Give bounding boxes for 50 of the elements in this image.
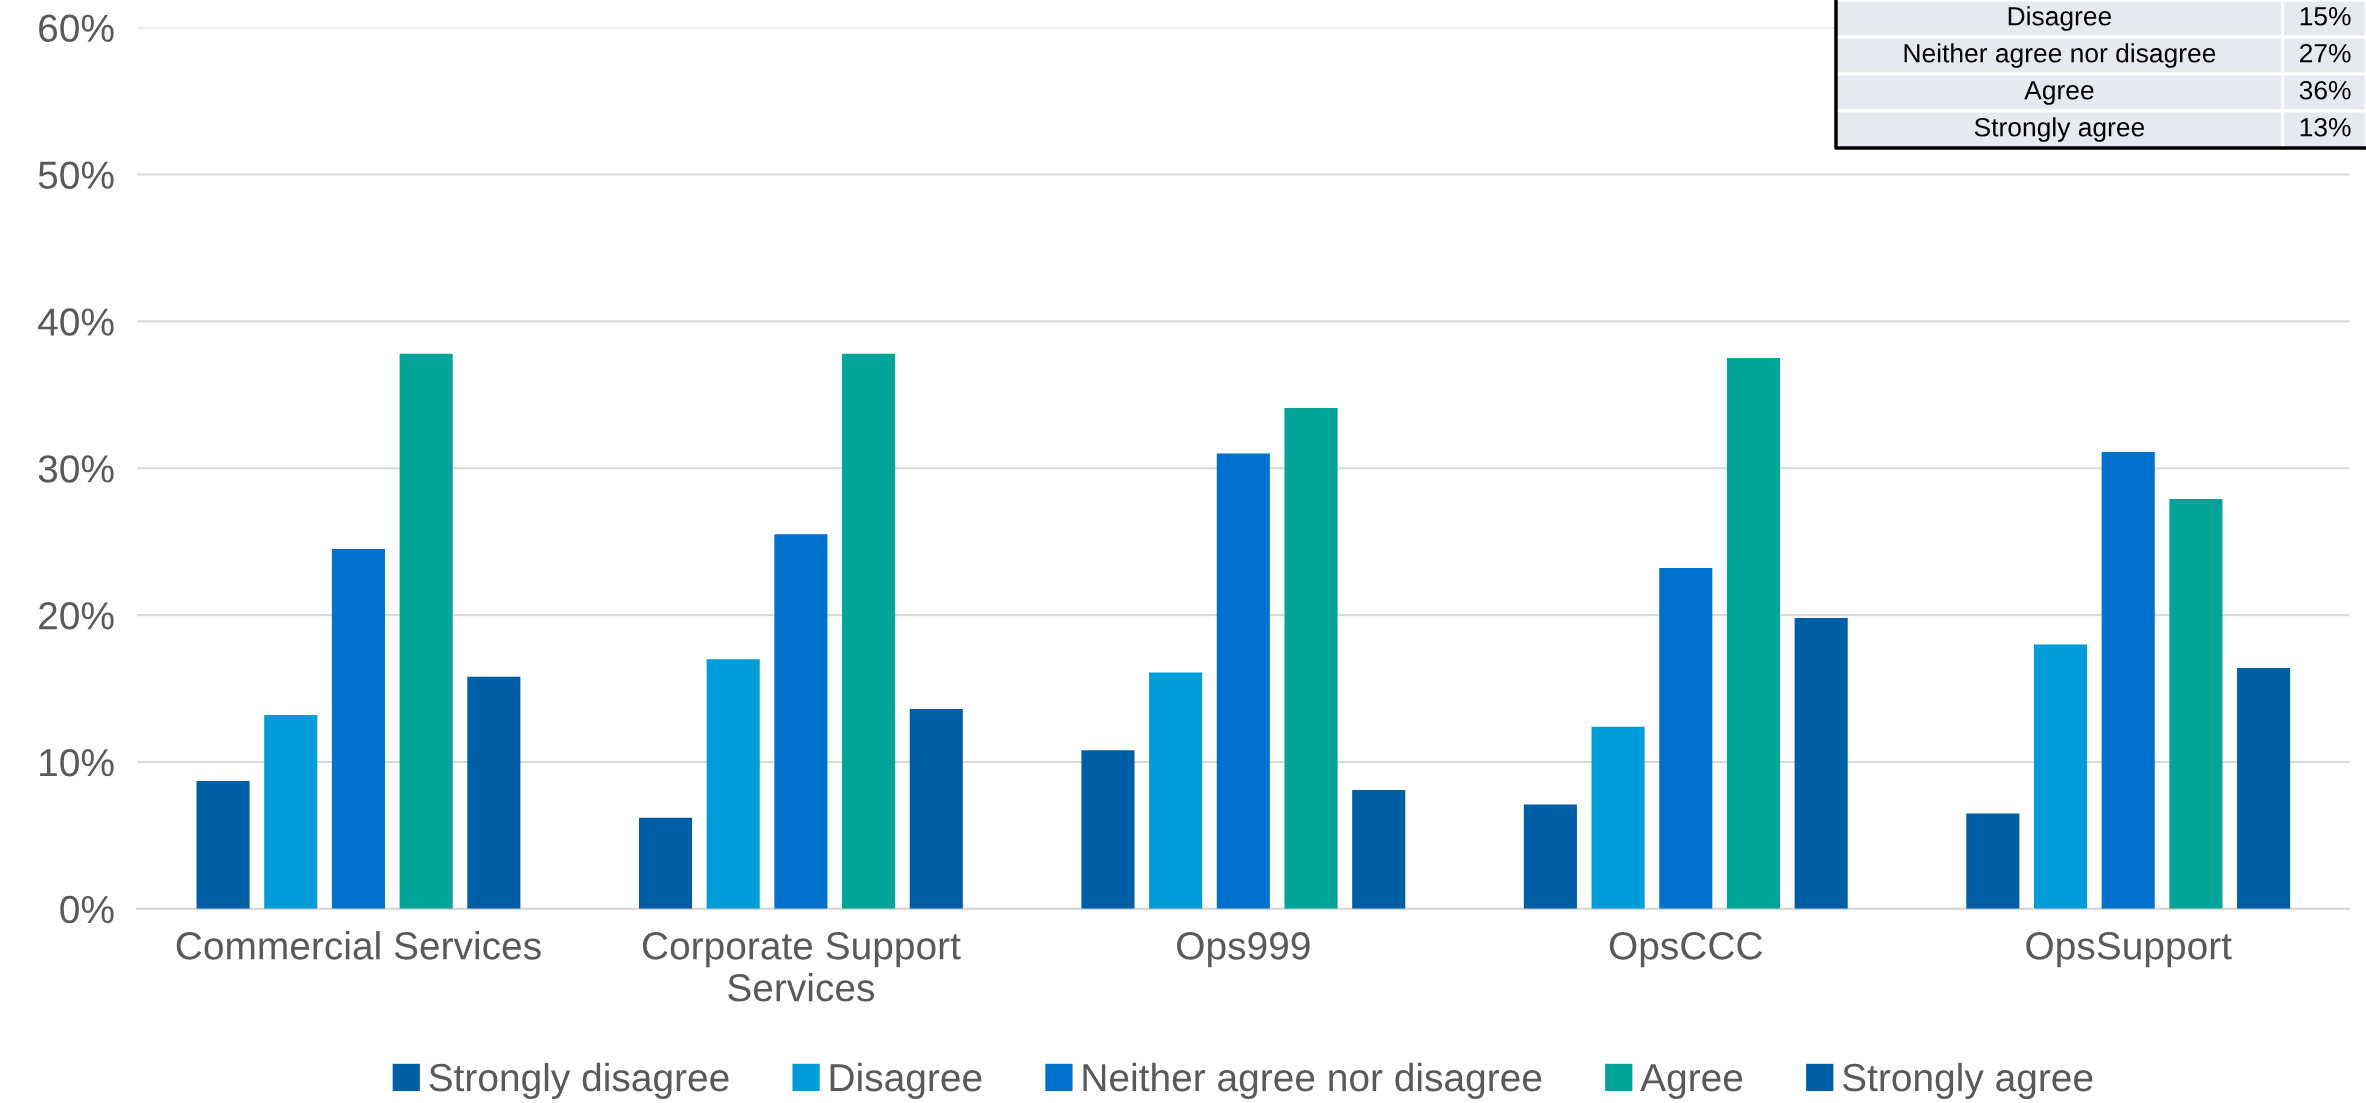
legend-label: Neither agree nor disagree xyxy=(1083,1062,1542,1100)
bar xyxy=(264,714,318,909)
bar xyxy=(467,676,521,909)
bar xyxy=(638,817,693,909)
bar xyxy=(2033,644,2088,909)
annotation: Neither agree nor disagree xyxy=(1904,43,2216,68)
annotation: 27% xyxy=(2300,43,2351,63)
bar xyxy=(1284,408,1338,909)
bar xyxy=(1659,568,1713,909)
bar xyxy=(1726,358,1781,909)
bar xyxy=(1149,672,1203,909)
bar xyxy=(1081,750,1135,909)
legend-label: Disagree xyxy=(830,1062,982,1100)
y-tick-label: 30% xyxy=(38,455,114,483)
bar xyxy=(196,781,250,909)
bar xyxy=(2169,499,2223,909)
legend-label: Strongly agree xyxy=(1842,1062,2093,1100)
bar xyxy=(2237,667,2291,909)
annotation: Agree xyxy=(2024,81,2094,105)
y-tick-label: 20% xyxy=(39,602,114,630)
x-tick-label: Commercial Services xyxy=(176,931,541,960)
bar xyxy=(1591,726,1645,909)
bar xyxy=(2101,452,2155,909)
text: 15% xyxy=(2300,7,2351,26)
bar xyxy=(1794,618,1848,909)
bar xyxy=(1352,789,1406,909)
annotation: 13% xyxy=(2300,117,2351,137)
y-tick-label: 50% xyxy=(38,161,114,189)
y-tick-label: 0% xyxy=(60,895,114,924)
y-tick-label: 10% xyxy=(40,748,114,777)
bar xyxy=(706,659,760,909)
annotation: Strongly agree xyxy=(1974,117,2145,142)
legend-label: Strongly disagree xyxy=(429,1062,729,1100)
annotation: Disagree xyxy=(2008,6,2112,31)
legend-label: Agree xyxy=(1640,1064,1743,1100)
bar xyxy=(909,709,963,909)
x-tick-label: Ops999 xyxy=(1177,932,1310,968)
bar xyxy=(842,353,896,909)
bar xyxy=(1216,453,1270,909)
bar xyxy=(1523,804,1577,909)
x-tick-label: Corporate Support Services xyxy=(642,932,961,1002)
bar xyxy=(774,534,828,909)
bar xyxy=(331,549,385,909)
x-tick-label: OpsCCC xyxy=(1609,932,1763,968)
annotation: 36% xyxy=(2299,80,2351,100)
y-tick-label: 60% xyxy=(39,14,114,43)
bar xyxy=(1966,813,2020,909)
y-tick-label: 40% xyxy=(38,308,114,336)
bar xyxy=(399,353,453,909)
x-tick-label: OpsSupport xyxy=(2026,932,2232,968)
